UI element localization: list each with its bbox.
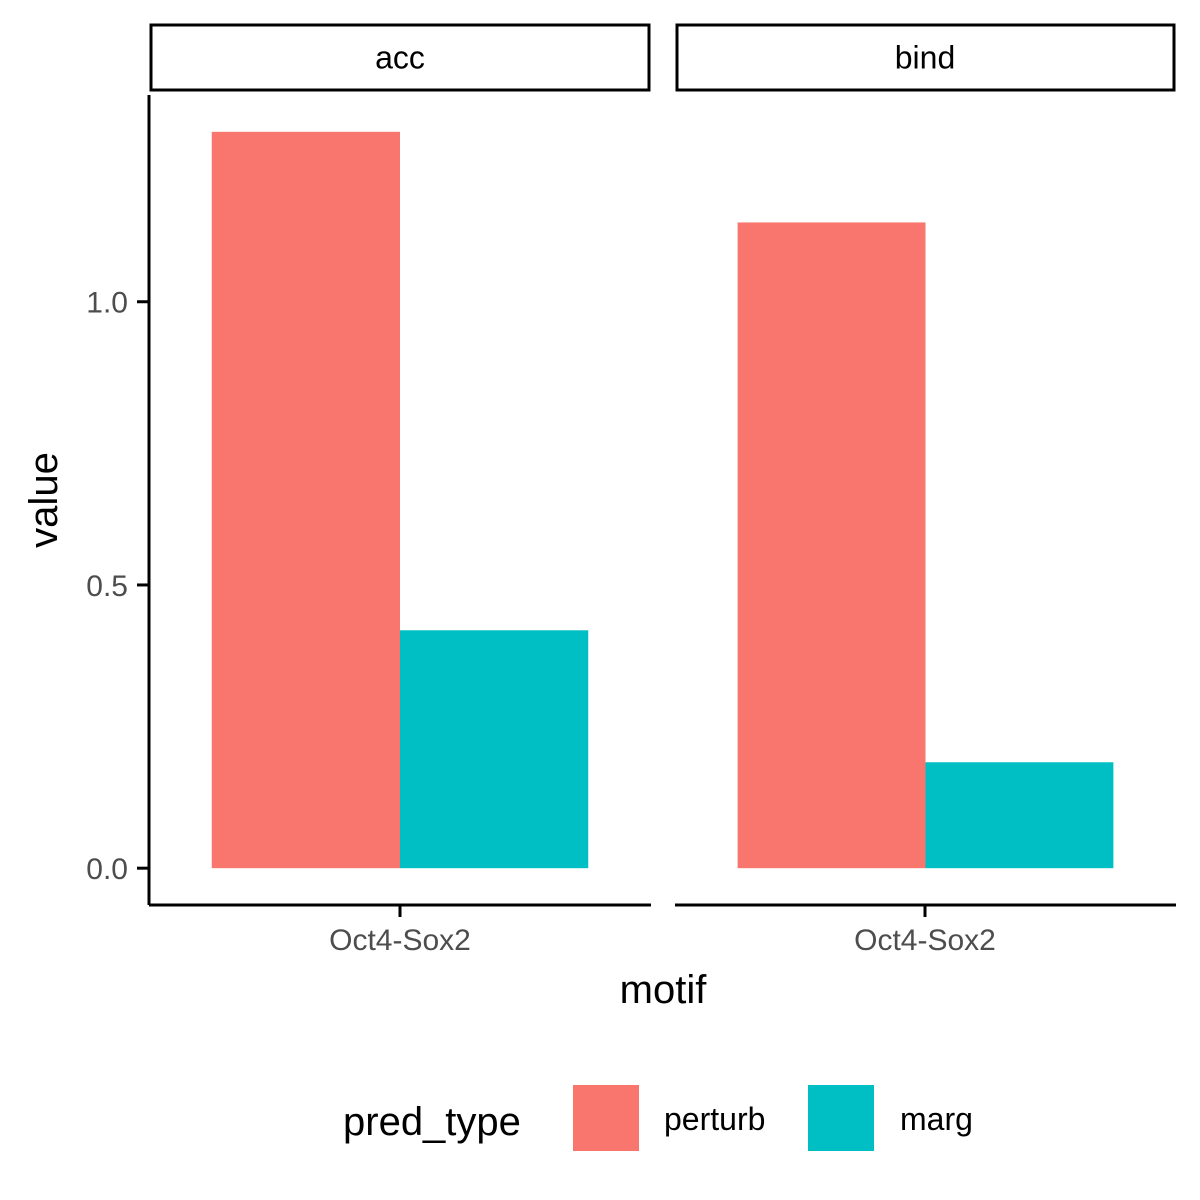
- legend-label-marg: marg: [900, 1101, 973, 1137]
- bars-layer: [211, 131, 1114, 869]
- facet-strip-bind: bind: [675, 23, 1176, 92]
- x-tick-label-acc: Oct4-Sox2: [329, 924, 471, 957]
- bar-bind-marg: [925, 762, 1114, 869]
- facet-strip-acc: acc: [149, 23, 651, 92]
- legend-title: pred_type: [343, 1100, 521, 1144]
- y-axis-title: value: [22, 452, 66, 548]
- x-axis-bind: Oct4-Sox2: [675, 903, 1176, 957]
- bar-bind-perturb: [737, 222, 926, 869]
- facet-label-bind: bind: [895, 39, 956, 75]
- facet-label-acc: acc: [375, 39, 425, 75]
- legend-label-perturb: perturb: [664, 1101, 765, 1137]
- x-tick-label-bind: Oct4-Sox2: [854, 924, 996, 957]
- y-tick-label: 0.0: [86, 853, 128, 886]
- bar-acc-marg: [400, 630, 589, 869]
- y-tick-label: 1.0: [86, 287, 128, 320]
- y-axis: 0.0 0.5 1.0: [86, 95, 151, 905]
- x-axis-acc: Oct4-Sox2: [149, 903, 651, 957]
- legend-swatch-marg: [808, 1085, 874, 1151]
- y-ticks: 0.0 0.5 1.0: [86, 287, 149, 886]
- legend-swatch-perturb: [573, 1085, 639, 1151]
- legend: pred_type perturb marg: [343, 1085, 973, 1151]
- x-axis-title: motif: [620, 968, 708, 1012]
- y-tick-label: 0.5: [86, 570, 128, 603]
- bar-acc-perturb: [211, 131, 400, 869]
